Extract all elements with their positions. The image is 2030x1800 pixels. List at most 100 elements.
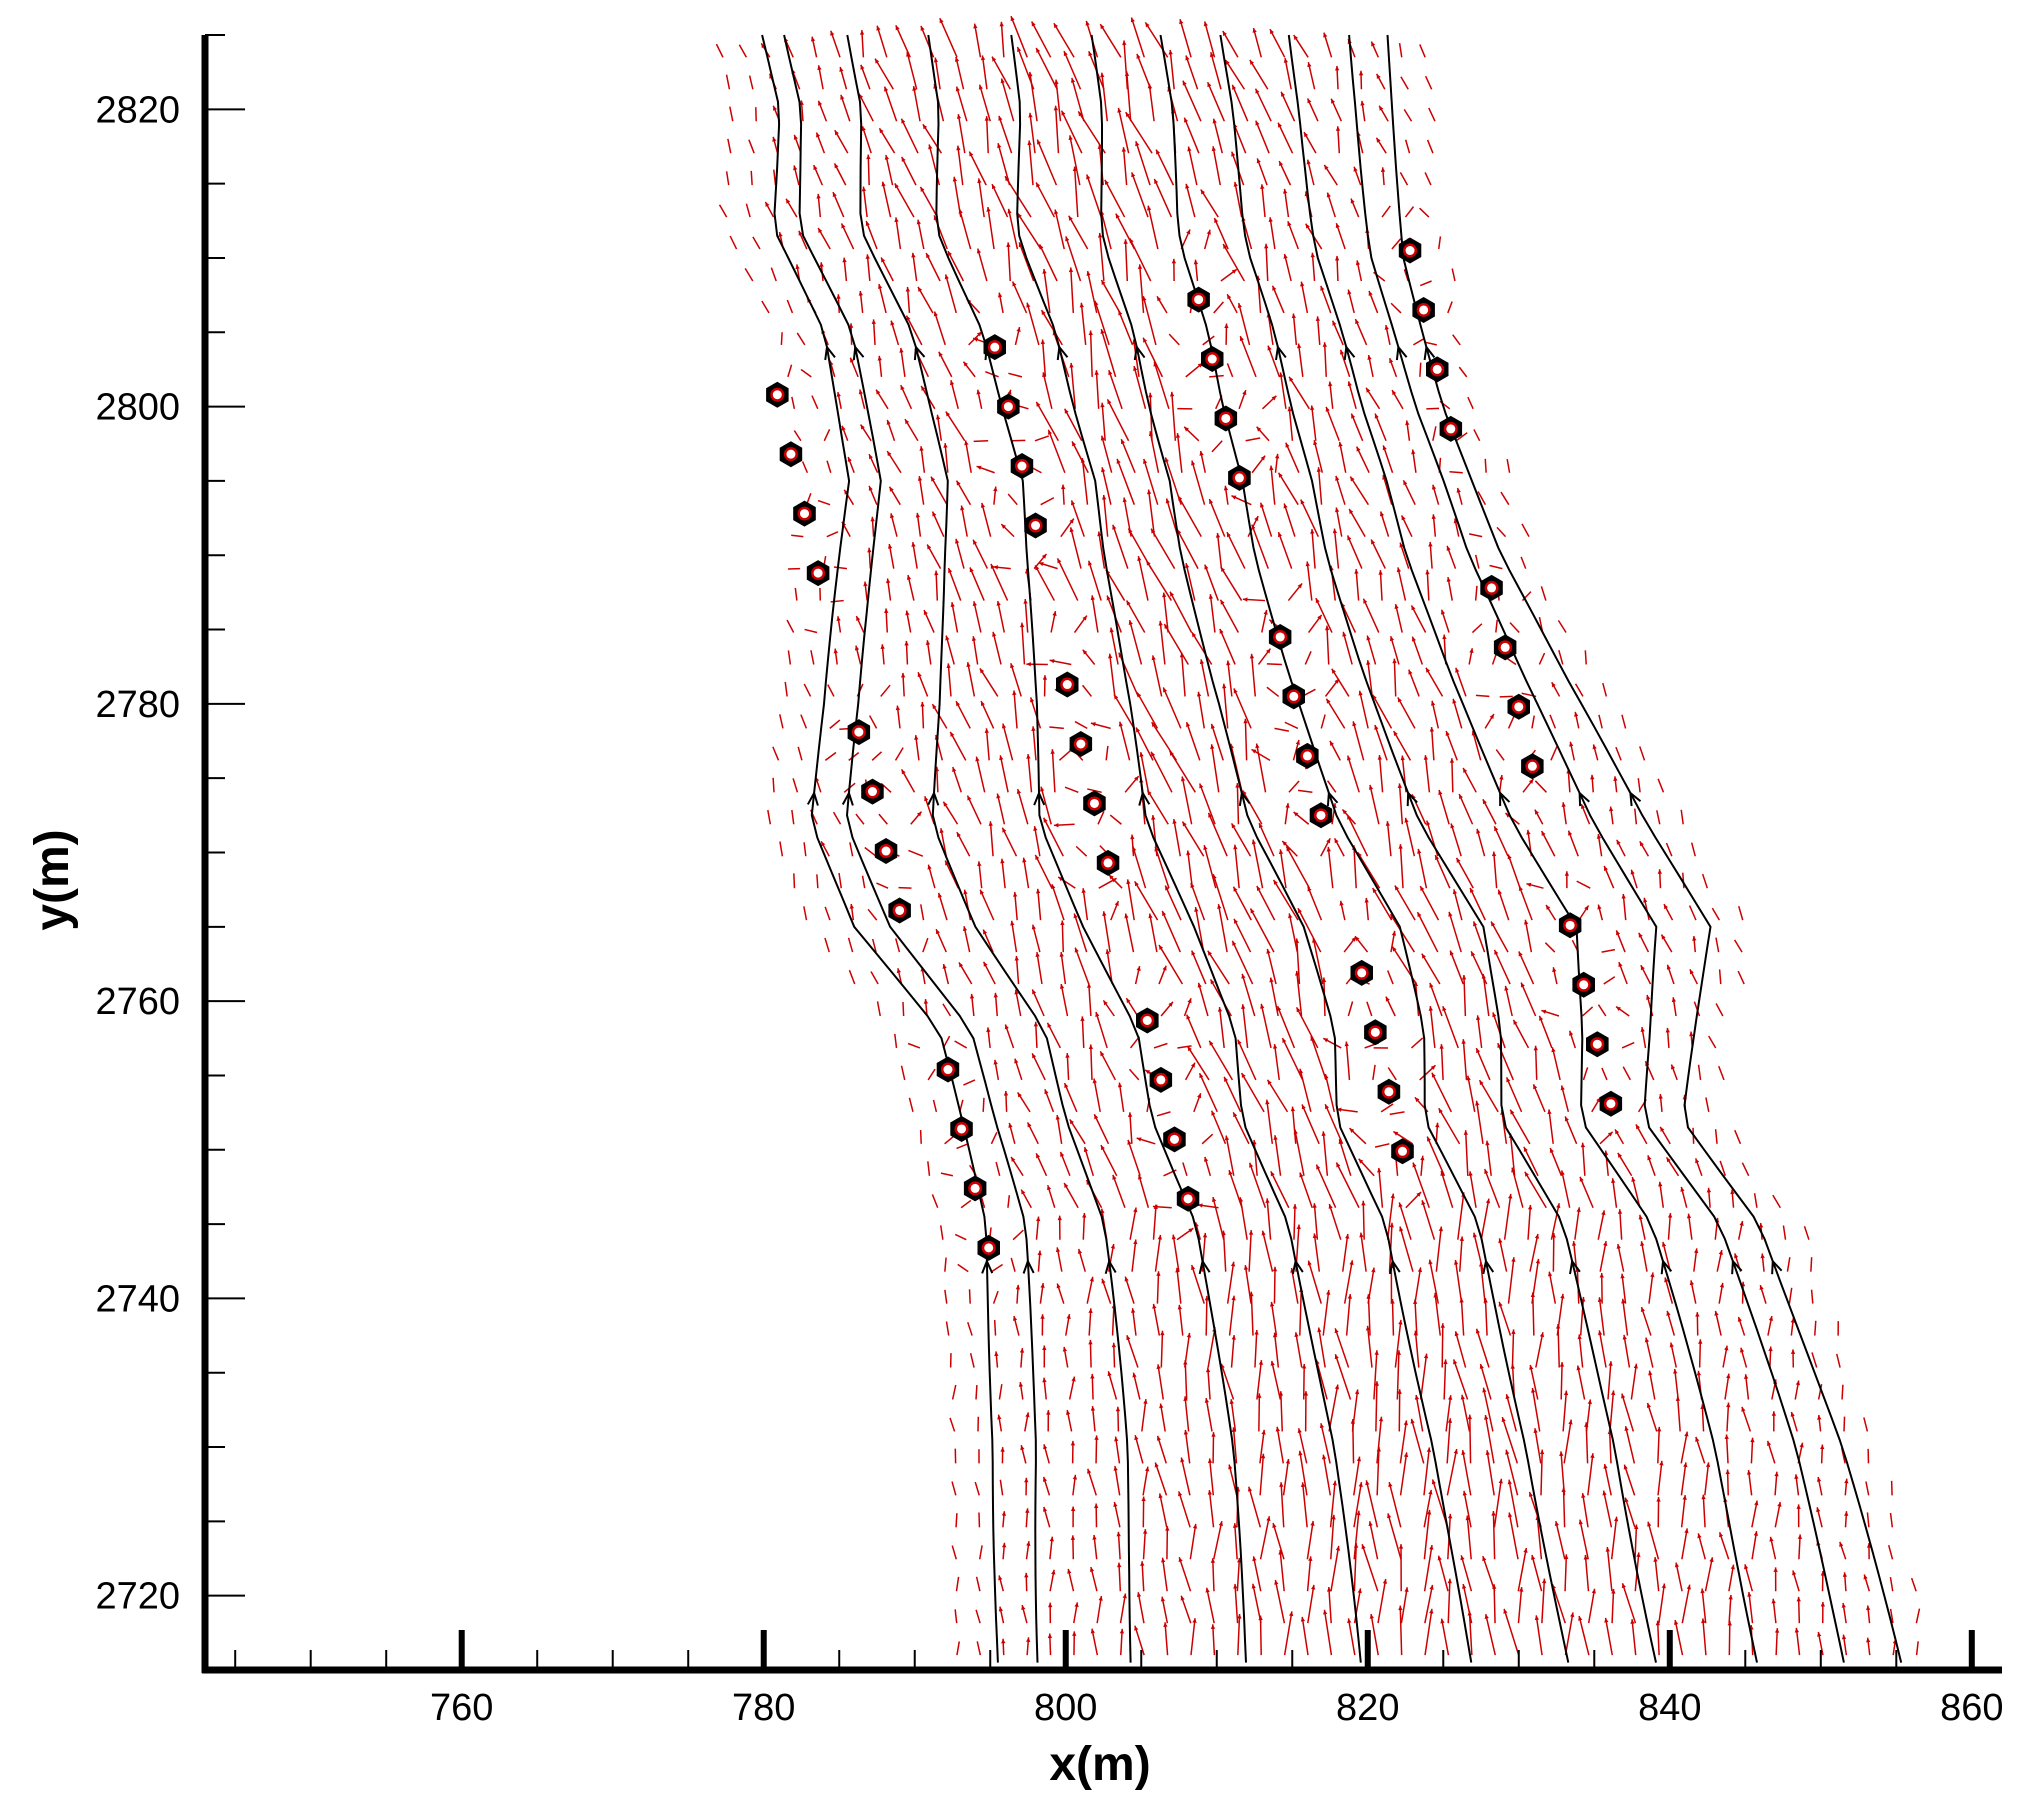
vector-arrowhead <box>1394 885 1400 891</box>
vector-arrowhead <box>1656 1497 1661 1502</box>
vector-arrow <box>1260 1003 1272 1049</box>
vector-arrowhead <box>1127 1139 1132 1145</box>
vector-arrowhead <box>1233 844 1238 850</box>
vector-arrow <box>1517 1547 1528 1592</box>
vector-arrowhead <box>1228 1170 1233 1176</box>
vector-arrow <box>1440 1618 1450 1656</box>
vector-arrow <box>1201 1133 1214 1145</box>
vector-arrowhead <box>1214 218 1219 224</box>
vector-arrowhead <box>1368 1521 1373 1527</box>
vector-arrowhead <box>976 465 982 470</box>
vector-arrowhead <box>1016 327 1021 332</box>
vector-arrowhead <box>950 731 955 737</box>
vector-arrowhead <box>1603 865 1608 871</box>
vector-arrow <box>1340 602 1357 633</box>
obstacle-markers <box>766 237 1623 1261</box>
vector-arrowhead <box>1054 209 1059 215</box>
vector-arrow <box>1029 112 1036 154</box>
vector-arrow <box>1133 365 1147 410</box>
vector-arrowhead <box>1673 1368 1678 1374</box>
vector-arrow <box>944 274 957 314</box>
vector-arrowhead <box>1026 1637 1031 1643</box>
vector-arrowhead <box>1050 749 1055 754</box>
vector-arrowhead <box>1680 1186 1685 1192</box>
vector-arrowhead <box>1768 1316 1774 1321</box>
vector-arrow <box>1473 1232 1484 1272</box>
vector-arrow <box>926 544 942 569</box>
vector-arrowhead <box>1378 1416 1384 1422</box>
vector-arrowhead <box>1661 1583 1666 1589</box>
vector-arrowhead <box>1546 905 1551 910</box>
vector-arrow <box>949 731 967 761</box>
vector-arrowhead <box>917 476 923 481</box>
vector-arrowhead <box>911 542 916 547</box>
vector-arrow <box>1346 814 1369 857</box>
vector-arrowhead <box>849 903 854 909</box>
vector-arrowhead <box>1023 599 1028 604</box>
vector-arrow <box>791 534 804 538</box>
vector-arrowhead <box>905 610 910 616</box>
vector-arrowhead <box>1260 1453 1266 1459</box>
vector-arrow <box>1105 569 1126 601</box>
vector-arrow <box>1701 1404 1705 1432</box>
obstacle-marker-center <box>1397 1146 1407 1156</box>
vector-arrowhead <box>1578 1519 1583 1525</box>
vector-arrowhead <box>1438 790 1443 795</box>
vector-arrow <box>793 873 796 889</box>
vector-arrowhead <box>1252 1556 1257 1562</box>
vector-arrowhead <box>1404 817 1409 823</box>
vector-arrow <box>955 1513 958 1528</box>
vector-arrowhead <box>1278 849 1284 855</box>
vector-arrowhead <box>1417 1267 1423 1273</box>
vector-arrowhead <box>1274 1579 1279 1585</box>
vector-arrowhead <box>1417 848 1422 854</box>
vector-arrow <box>1117 1531 1121 1560</box>
vector-arrowhead <box>1564 1116 1569 1122</box>
vector-arrowhead <box>1090 1628 1095 1634</box>
vector-arrow <box>951 602 959 633</box>
vector-arrowhead <box>834 130 839 136</box>
vector-arrow <box>1532 1084 1546 1113</box>
vector-arrowhead <box>1255 743 1260 749</box>
vector-arrowhead <box>1110 1243 1116 1249</box>
vector-arrowhead <box>1237 1039 1242 1045</box>
obstacle-marker-center <box>1207 354 1217 364</box>
vector-arrowhead <box>1580 1142 1586 1148</box>
vector-arrowhead <box>1086 983 1092 988</box>
vector-arrowhead <box>1204 1295 1210 1301</box>
vector-arrowhead <box>1232 1523 1238 1528</box>
vector-arrowhead <box>1035 952 1040 957</box>
vector-arrowhead <box>1446 577 1451 582</box>
vector-arrow <box>900 347 906 377</box>
vector-arrow <box>1100 1144 1118 1177</box>
vector-arrow <box>784 681 788 697</box>
vector-arrow <box>1125 111 1153 154</box>
vector-arrowhead <box>816 193 821 199</box>
vector-arrow <box>1106 949 1113 985</box>
vector-arrowhead <box>1080 1016 1085 1021</box>
vector-arrowhead <box>1090 1406 1096 1411</box>
vector-arrow <box>999 755 1009 793</box>
vector-arrowhead <box>1398 1319 1403 1325</box>
vector-arrowhead <box>1426 1509 1432 1515</box>
vector-arrow <box>1065 236 1082 282</box>
vector-arrow <box>1621 1273 1627 1304</box>
vector-arrow <box>1484 1298 1488 1336</box>
vector-arrow <box>1220 1363 1235 1400</box>
vector-arrow <box>1452 1359 1469 1400</box>
vector-arrowhead <box>1430 700 1436 706</box>
vector-arrowhead <box>1431 1479 1437 1485</box>
vector-arrow <box>878 283 887 314</box>
vector-arrowhead <box>861 186 867 192</box>
vector-arrow <box>1124 239 1129 282</box>
vector-arrowhead <box>1186 229 1191 235</box>
vector-arrow <box>1093 1113 1110 1145</box>
vector-arrowhead <box>839 66 844 72</box>
vector-arrow <box>1122 147 1128 186</box>
vector-arrowhead <box>1669 1342 1674 1348</box>
y-tick-label: 2720 <box>95 1576 180 1618</box>
vector-arrow <box>1449 950 1464 985</box>
vector-arrow <box>1658 1583 1666 1624</box>
vector-arrowhead <box>919 446 924 451</box>
vector-arrow <box>1185 563 1196 601</box>
